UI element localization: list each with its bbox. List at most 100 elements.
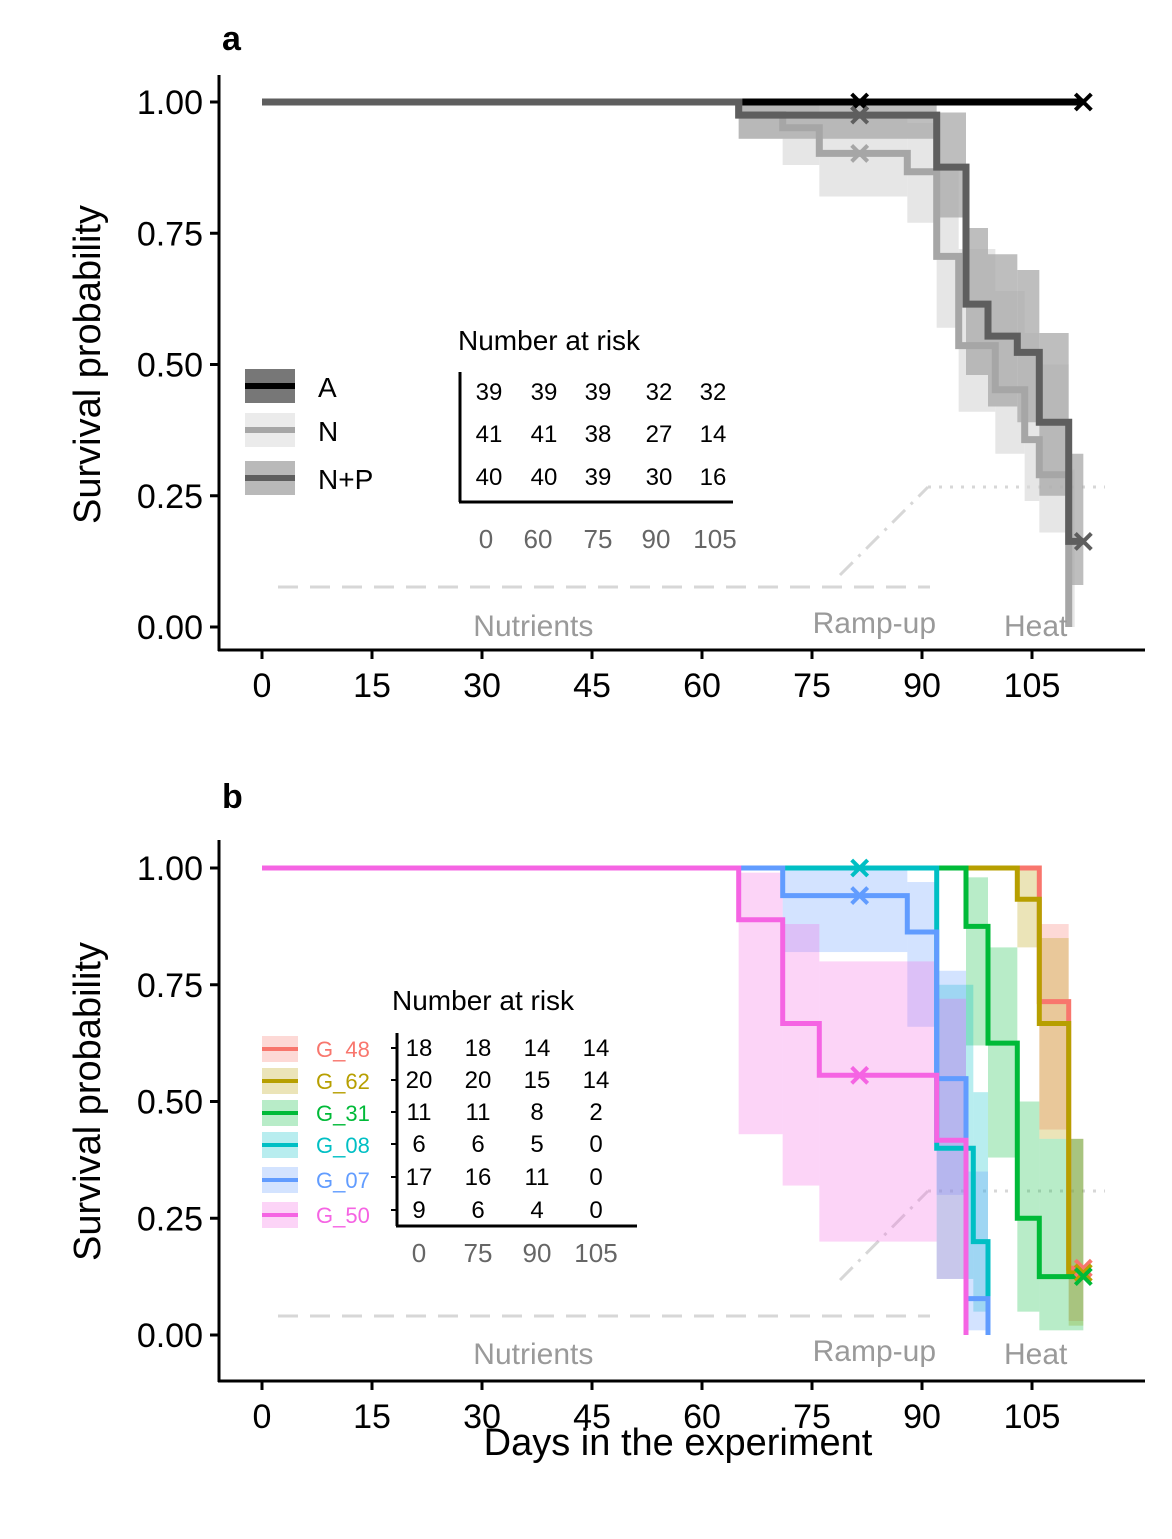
x-tick-label: 60 xyxy=(683,667,721,705)
survival-line-G_62 xyxy=(262,865,1084,1276)
risk-value: 17 xyxy=(406,1164,433,1191)
risk-value: 0 xyxy=(589,1131,602,1158)
ci-band-G_31 xyxy=(966,877,988,1046)
x-tick-label: 15 xyxy=(353,1398,391,1436)
survival-line-N+P xyxy=(262,98,1084,545)
risk-value: 11 xyxy=(525,1164,550,1191)
risk-value: 6 xyxy=(412,1131,425,1158)
risk-value: 32 xyxy=(646,379,673,406)
risk-time-label: 60 xyxy=(524,524,553,554)
risk-value: 2 xyxy=(589,1099,602,1126)
risk-value: 14 xyxy=(583,1035,610,1062)
legend-label: G_31 xyxy=(316,1101,370,1126)
risk-value: 18 xyxy=(406,1035,433,1062)
x-tick-label: 15 xyxy=(353,667,391,705)
risk-value: 38 xyxy=(585,421,612,448)
risk-value: 6 xyxy=(471,1131,484,1158)
censor-mark-N xyxy=(850,144,870,163)
phase-label: Nutrients xyxy=(473,610,593,643)
censor-mark-G_08 xyxy=(850,858,870,878)
ci-band-G_07 xyxy=(936,970,966,1195)
y-tick-label: 0.00 xyxy=(137,609,203,647)
risk-value: 16 xyxy=(465,1164,492,1191)
risk-time-label: 75 xyxy=(584,524,613,554)
risk-table-title: Number at risk xyxy=(392,985,575,1016)
ci-band-N+P xyxy=(1017,270,1040,423)
risk-value: 27 xyxy=(646,421,673,448)
x-tick-label: 0 xyxy=(253,667,272,705)
ramp-phase-line xyxy=(838,485,930,577)
risk-value: 14 xyxy=(700,421,727,448)
survival-line-N xyxy=(262,98,1073,627)
x-tick-label: 0 xyxy=(253,1398,272,1436)
y-tick-label: 0.50 xyxy=(137,347,203,385)
x-tick-label: 75 xyxy=(793,1398,831,1436)
censor-mark-G_62 xyxy=(1073,1263,1093,1283)
risk-value: 41 xyxy=(476,421,503,448)
legend-label: G_07 xyxy=(316,1168,370,1193)
panel-a: a Nutrients Ramp-up Heat 0.00 0.25 0.50 0.75 1.0… xyxy=(67,20,1145,705)
y-tick-label: 1.00 xyxy=(137,84,203,122)
x-tick-label: 75 xyxy=(793,667,831,705)
risk-value: 30 xyxy=(646,464,673,491)
risk-value: 0 xyxy=(589,1164,602,1191)
survival-line-G_31 xyxy=(262,865,1084,1280)
y-tick-label: 0.25 xyxy=(137,478,203,516)
y-tick-label: 0.25 xyxy=(137,1200,203,1238)
ci-band-N+P xyxy=(1068,453,1084,585)
risk-value: 40 xyxy=(476,464,503,491)
ci-band-N+P xyxy=(1039,333,1069,496)
risk-value: 32 xyxy=(700,379,727,406)
survival-line-G_08 xyxy=(262,865,991,1335)
legend-label: G_08 xyxy=(316,1133,370,1158)
ci-band-G_07 xyxy=(782,868,908,953)
phase-label: Ramp-up xyxy=(813,607,936,640)
risk-value: 4 xyxy=(530,1197,543,1224)
ci-band-G_48 xyxy=(1039,924,1069,1130)
risk-value: 39 xyxy=(585,379,612,406)
phase-label: Heat xyxy=(1004,610,1068,643)
phase-label: Heat xyxy=(1004,1338,1068,1371)
legend-label: G_50 xyxy=(316,1203,370,1228)
panel-letter: b xyxy=(222,778,243,816)
risk-value: 11 xyxy=(466,1099,491,1126)
risk-time-label: 90 xyxy=(642,524,671,554)
survival-line-G_50 xyxy=(262,865,969,1335)
x-tick-label: 105 xyxy=(1004,1398,1061,1436)
ci-band-G_31 xyxy=(1039,1138,1084,1331)
risk-value: 6 xyxy=(471,1197,484,1224)
risk-value: 39 xyxy=(476,379,503,406)
ci-band-G_62 xyxy=(1017,868,1040,948)
legend-label: N+P xyxy=(318,464,373,495)
risk-time-label: 0 xyxy=(479,524,493,554)
risk-value: 40 xyxy=(531,464,558,491)
risk-value: 8 xyxy=(530,1099,543,1126)
legend-label: N xyxy=(318,416,338,447)
x-tick-label: 45 xyxy=(573,1398,611,1436)
legend-label: G_62 xyxy=(316,1069,370,1094)
censor-mark-G_31 xyxy=(1073,1267,1093,1287)
legend-label: G_48 xyxy=(316,1037,370,1062)
risk-time-label: 105 xyxy=(693,524,736,554)
ci-band-G_31 xyxy=(1017,1101,1040,1312)
ci-band-G_31 xyxy=(988,947,1018,1158)
ci-band-G_08 xyxy=(973,1092,988,1312)
ci-band-G_07 xyxy=(907,882,937,1027)
x-tick-label: 90 xyxy=(903,667,941,705)
censor-mark-A xyxy=(1073,92,1093,112)
risk-value: 9 xyxy=(412,1197,425,1224)
x-tick-label: 90 xyxy=(903,1398,941,1436)
x-tick-label: 105 xyxy=(1004,667,1061,705)
risk-value: 15 xyxy=(524,1067,551,1094)
risk-value: 16 xyxy=(700,464,727,491)
risk-value: 20 xyxy=(406,1067,433,1094)
y-tick-label: 0.75 xyxy=(137,215,203,253)
panel-letter: a xyxy=(222,20,242,58)
phase-label: Ramp-up xyxy=(813,1335,936,1368)
x-tick-label: 30 xyxy=(463,1398,501,1436)
risk-value: 39 xyxy=(531,379,558,406)
ci-band-G_50 xyxy=(782,924,820,1186)
ci-band-N+P xyxy=(738,102,937,139)
risk-value: 14 xyxy=(583,1067,610,1094)
